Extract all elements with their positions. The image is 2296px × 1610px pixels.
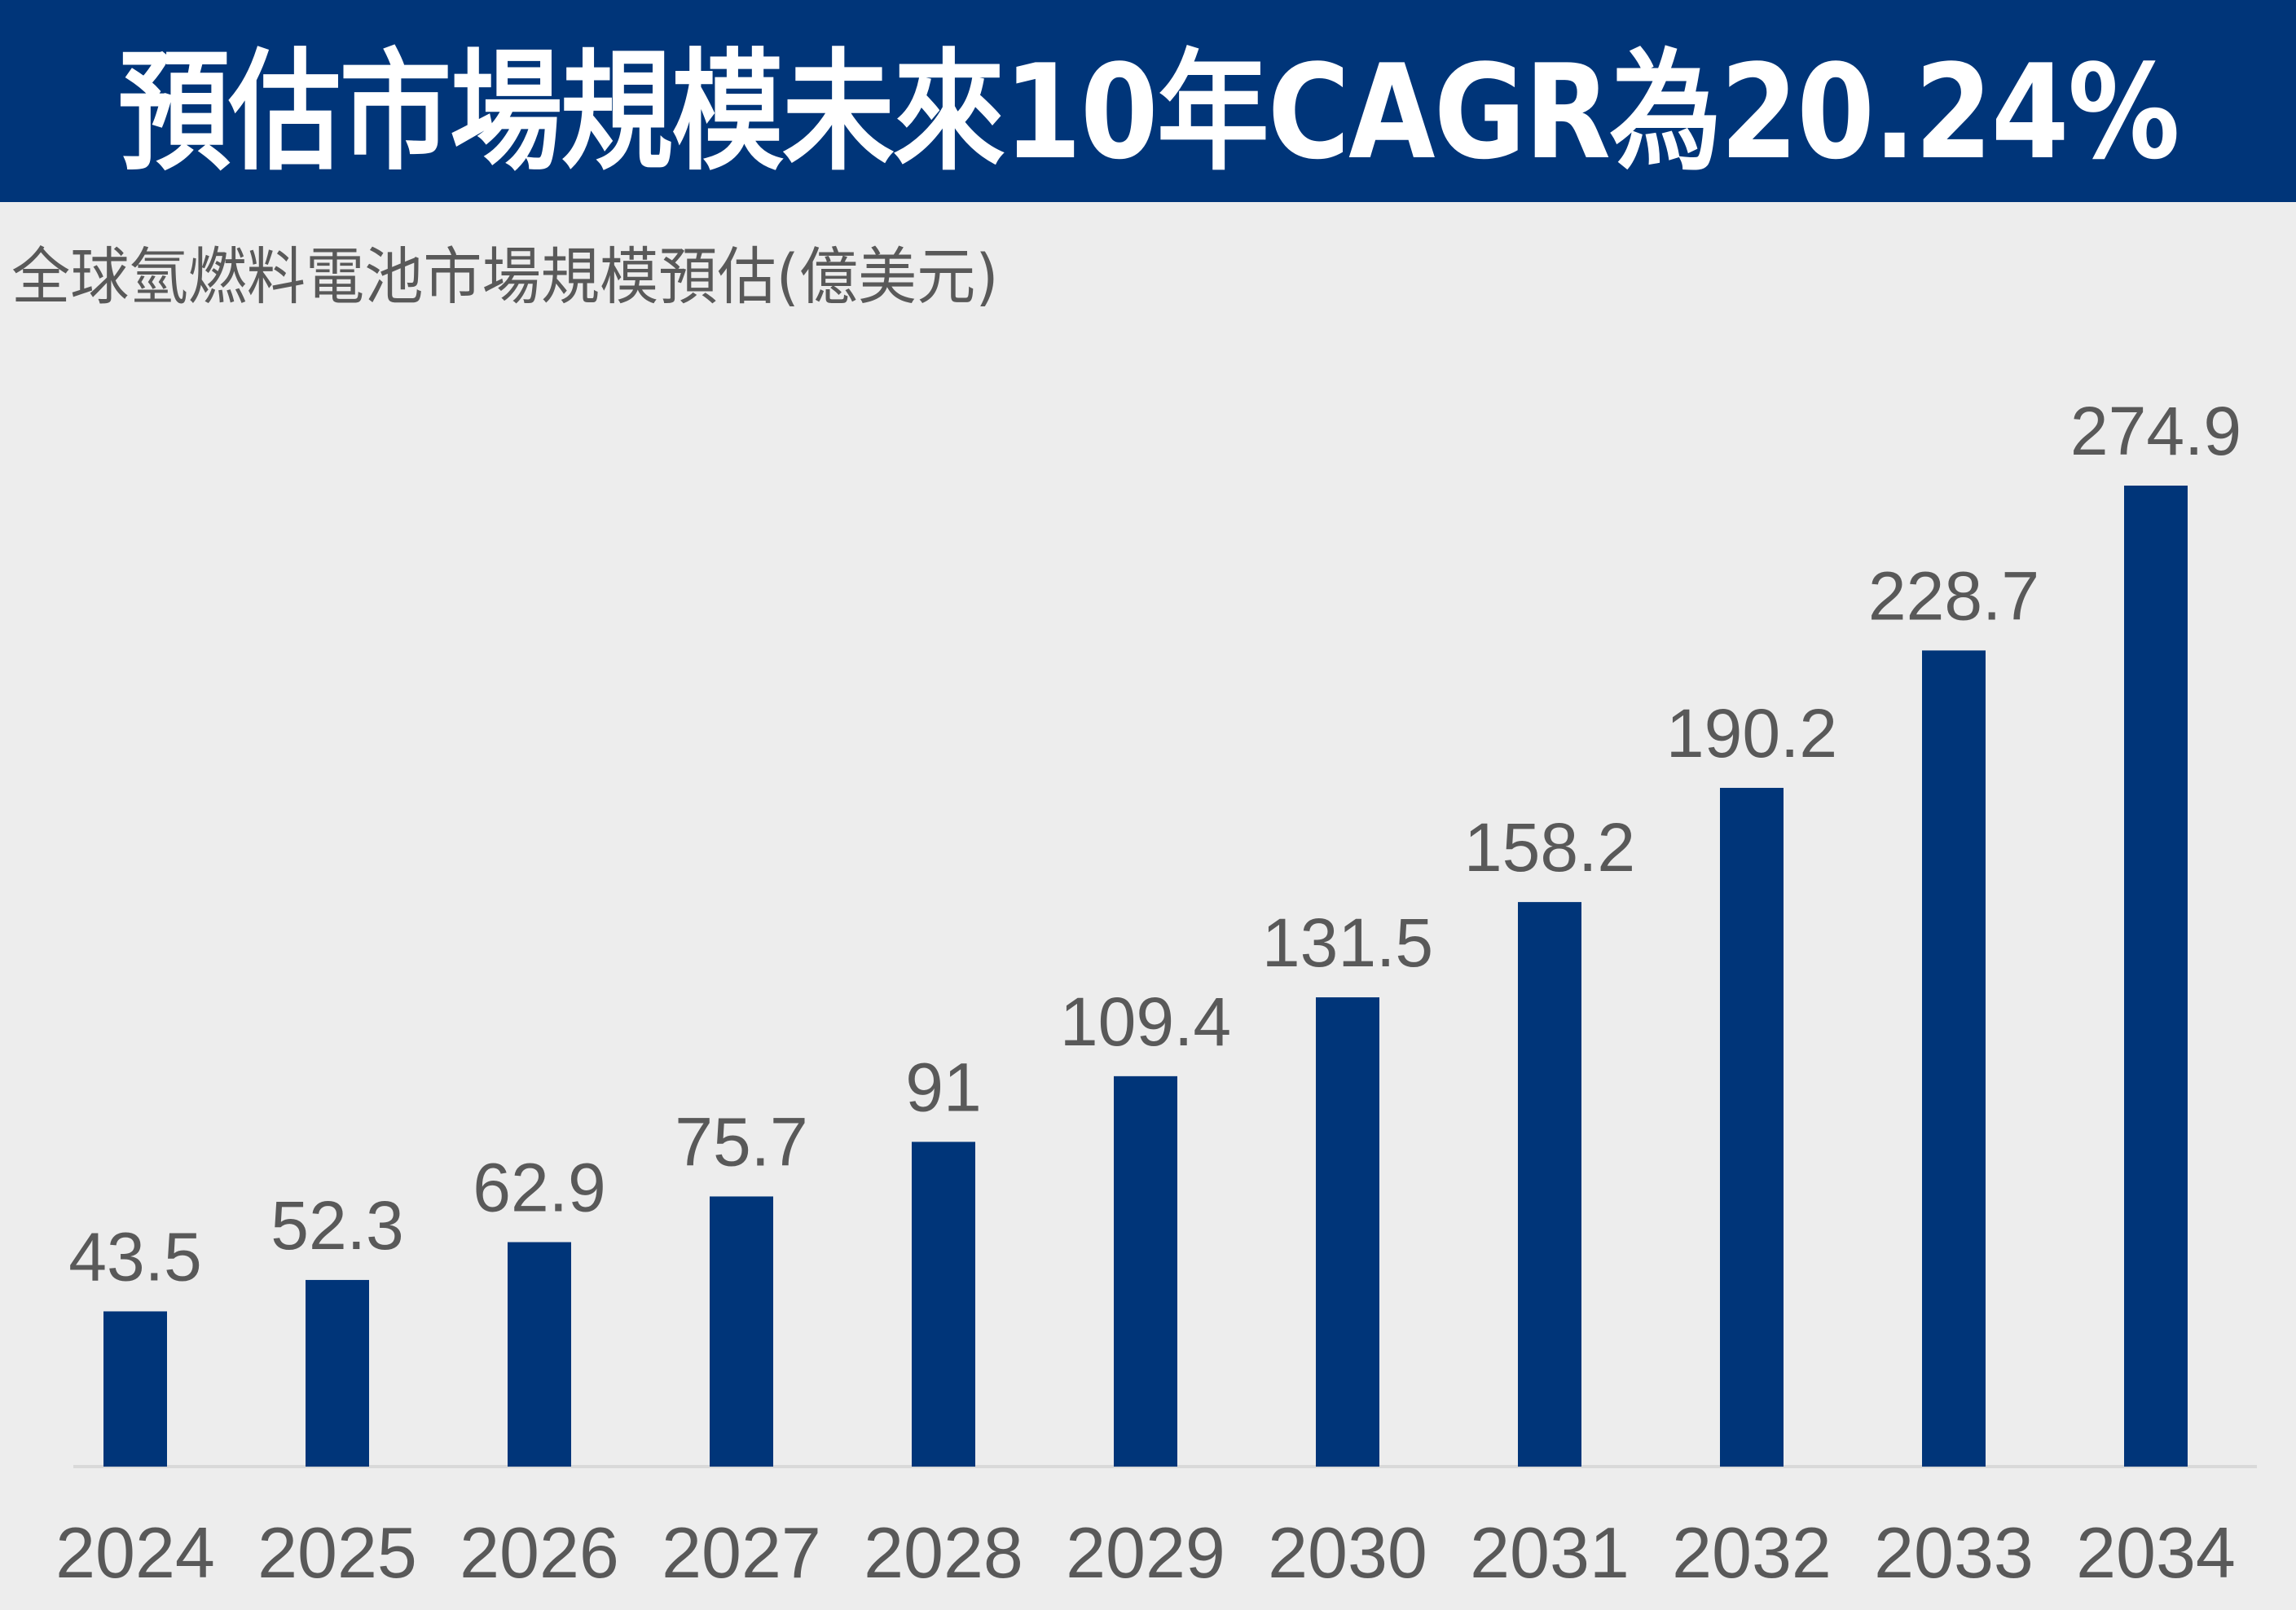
data-label-2025: 52.3 xyxy=(271,1187,404,1264)
data-label-2033: 228.7 xyxy=(1868,557,2039,634)
data-label-2027: 75.7 xyxy=(675,1103,808,1180)
bar-2029 xyxy=(1114,1076,1177,1467)
x-tick-2034: 2034 xyxy=(2076,1512,2236,1593)
data-label-2028: 91 xyxy=(905,1049,981,1125)
data-label-2026: 62.9 xyxy=(473,1150,606,1226)
data-label-2031: 158.2 xyxy=(1464,809,1635,886)
bar-2028 xyxy=(912,1142,975,1467)
x-tick-2026: 2026 xyxy=(460,1512,619,1593)
bar-2024 xyxy=(103,1311,167,1467)
x-tick-2025: 2025 xyxy=(257,1512,417,1593)
bar-2026 xyxy=(508,1242,571,1467)
x-tick-2030: 2030 xyxy=(1268,1512,1427,1593)
bar-2034 xyxy=(2124,486,2188,1467)
bar-2031 xyxy=(1518,902,1581,1467)
data-label-2030: 131.5 xyxy=(1262,904,1433,981)
bar-2032 xyxy=(1720,787,1784,1467)
bar-2025 xyxy=(306,1279,369,1467)
x-tick-2028: 2028 xyxy=(864,1512,1023,1593)
bar-2030 xyxy=(1316,997,1379,1467)
title-banner: 預估市場規模未來10年CAGR為20.24% xyxy=(0,0,2296,202)
x-tick-2033: 2033 xyxy=(1874,1512,2034,1593)
chart-title: 預估市場規模未來10年CAGR為20.24% xyxy=(117,36,2179,188)
x-tick-2031: 2031 xyxy=(1470,1512,1630,1593)
data-label-2029: 109.4 xyxy=(1060,983,1231,1060)
x-tick-2024: 2024 xyxy=(55,1512,215,1593)
chart-subtitle: 全球氫燃料電池市場規模預估(億美元) xyxy=(11,240,999,313)
x-tick-2027: 2027 xyxy=(662,1512,821,1593)
data-label-2024: 43.5 xyxy=(68,1218,202,1295)
x-tick-2032: 2032 xyxy=(1672,1512,1832,1593)
data-label-2034: 274.9 xyxy=(2070,393,2241,469)
bar-2033 xyxy=(1922,650,1986,1467)
x-tick-2029: 2029 xyxy=(1066,1512,1225,1593)
bar-2027 xyxy=(710,1196,773,1467)
data-label-2032: 190.2 xyxy=(1666,695,1837,772)
